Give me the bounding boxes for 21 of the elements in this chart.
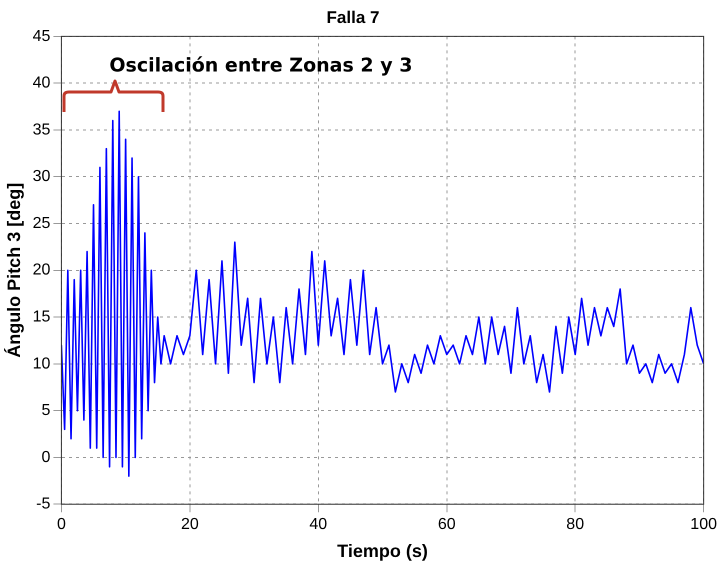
y-tick-label: 40 <box>32 74 50 92</box>
y-tick-label: 25 <box>32 214 50 232</box>
x-tick-label: 40 <box>309 516 328 534</box>
x-tick-label: 60 <box>438 516 456 534</box>
x-tick-label: 80 <box>566 516 584 534</box>
y-tick-label: 20 <box>32 262 50 279</box>
y-tick-label: 10 <box>32 355 50 372</box>
y-tick-label: 5 <box>41 402 50 420</box>
x-axis-title: Tiempo (s) <box>337 541 428 562</box>
y-tick-label: -5 <box>36 496 50 513</box>
annotation: Oscilación entre Zonas 2 y 3 <box>109 54 412 76</box>
y-tick-label: 0 <box>41 448 50 466</box>
y-tick-label: 35 <box>32 121 50 138</box>
y-tick-label: 30 <box>32 168 50 186</box>
y-tick-label: 15 <box>32 308 50 326</box>
x-tick-label: 0 <box>56 516 66 534</box>
y-tick-label: 45 <box>32 28 50 45</box>
x-tick-label: 100 <box>690 516 718 534</box>
x-tick-label: 20 <box>180 516 199 534</box>
chart-title: Falla 7 <box>326 8 380 27</box>
y-axis-title: Ángulo Pitch 3 [deg] <box>4 182 24 358</box>
